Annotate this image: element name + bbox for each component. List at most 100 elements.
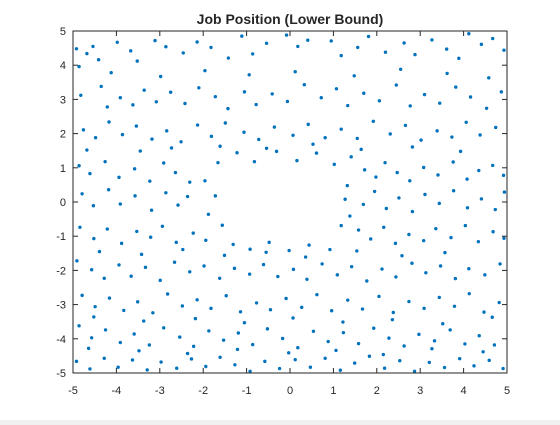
y-tick-label: 4 [60,60,66,72]
data-point [467,266,471,271]
x-axis-ticks: -5 -4 -3 -2 -1 0 1 2 3 4 5 [68,31,510,397]
data-point [247,272,252,276]
data-point [264,41,269,46]
chart-title: Job Position (Lower Bound) [197,11,384,27]
data-point [103,159,107,164]
data-point [206,212,211,217]
data-point [434,226,438,231]
data-point [356,341,361,346]
data-point [174,240,178,245]
data-point [250,52,255,56]
data-point [89,268,94,272]
y-tick-label: 2 [60,129,66,141]
data-point [181,51,185,55]
data-point [360,307,365,311]
plot-area [73,31,507,373]
data-point [96,58,101,62]
data-point [117,263,121,267]
data-point [85,51,89,56]
y-tick-label: 0 [60,197,66,209]
data-point [118,95,123,100]
data-point [172,260,177,264]
data-point [341,320,345,324]
data-point [148,179,152,183]
data-point [483,273,487,277]
data-point [412,369,417,373]
data-point [499,90,504,94]
data-point [91,44,95,49]
data-point [232,266,237,271]
data-point [303,255,308,259]
data-point [323,136,327,140]
data-point [388,132,392,136]
x-tick-label: 3 [417,385,423,397]
data-point [349,264,354,269]
data-point [359,147,363,152]
data-point [247,73,251,77]
data-point [268,308,273,312]
data-point [306,38,310,42]
data-point [85,148,89,152]
data-point [355,249,359,253]
data-point [147,343,152,347]
data-point [277,366,282,371]
data-point [394,275,398,279]
data-point [442,365,447,370]
data-point [291,133,295,138]
data-point [417,332,421,337]
data-point [122,308,126,313]
data-point [435,129,439,133]
data-point [437,201,441,206]
data-point [423,192,427,197]
data-point [422,306,426,311]
y-axis-ticks: -5 -4 -3 -2 -1 0 1 2 3 4 5 [56,26,507,380]
data-point [387,336,391,340]
data-point [280,336,285,341]
data-point [151,311,155,315]
data-point [314,151,319,155]
y-tick-label: -3 [56,300,66,312]
data-point [132,332,136,336]
data-point [77,64,81,69]
data-point [218,144,222,148]
data-point [491,230,495,234]
data-point [481,350,485,354]
data-point [451,189,456,193]
data-point [413,52,417,57]
data-point [410,209,415,214]
data-point [153,38,157,43]
data-point [209,45,213,50]
data-point [356,45,360,50]
data-point [319,95,323,100]
x-tick-label: -3 [155,385,165,397]
data-point [329,309,334,313]
data-point [242,321,247,325]
data-point [334,348,338,353]
data-point [202,264,206,268]
data-point [424,271,428,275]
data-point [203,68,207,73]
data-point [164,45,168,49]
data-point [300,305,304,310]
data-point [291,316,295,320]
data-point [263,359,267,364]
x-tick-label: 5 [504,385,510,397]
data-point [145,368,149,372]
data-point [468,95,473,99]
data-point [179,140,183,144]
data-point [477,334,481,338]
data-point [296,345,300,350]
data-point [252,159,257,164]
data-point [477,168,481,173]
data-point [421,165,426,170]
data-point [403,123,408,128]
data-point [240,34,244,38]
data-point [131,103,135,107]
data-point [264,250,268,254]
data-point [213,194,218,198]
data-point [334,87,339,91]
data-point [397,196,401,200]
data-point [115,40,119,44]
data-point [77,164,81,168]
data-point [457,56,461,61]
